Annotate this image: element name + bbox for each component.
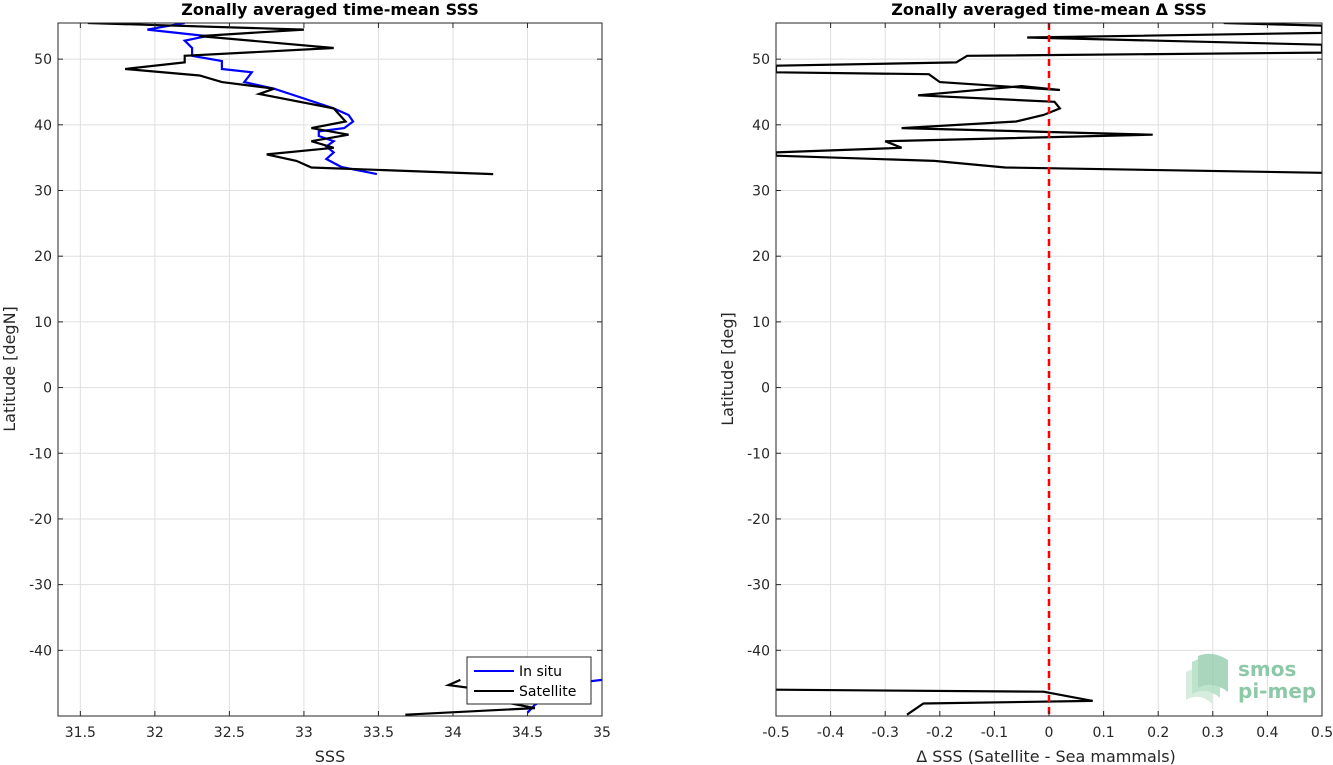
y-tick-label: 0 (43, 381, 52, 397)
y-tick-label: 20 (752, 249, 770, 265)
logo-wave-icon (1186, 653, 1228, 704)
x-tick-label: 0 (1045, 725, 1054, 741)
x-tick-label: 34 (444, 725, 462, 741)
x-tick-label: -0.2 (926, 725, 953, 741)
y-tick-label: -10 (29, 446, 52, 462)
x-tick-label: 31.5 (65, 725, 96, 741)
x-tick-label: 0.1 (1092, 725, 1114, 741)
y-tick-label: 0 (761, 381, 770, 397)
x-tick-label: 33 (295, 725, 313, 741)
x-tick-label: 32 (146, 725, 164, 741)
y-tick-label: 50 (752, 52, 770, 68)
y-tick-label: 10 (752, 315, 770, 331)
y-tick-label: 40 (34, 118, 52, 134)
left-y-axis-label: Latitude [degN] (0, 306, 19, 432)
y-tick-label: -30 (29, 578, 52, 594)
y-tick-label: 30 (34, 184, 52, 200)
right-chart-title: Zonally averaged time-mean Δ SSS (891, 0, 1207, 19)
x-tick-label: 35 (593, 725, 611, 741)
series-line-delta (776, 23, 1322, 174)
y-tick-label: 10 (34, 315, 52, 331)
right-axes: -0.5 -0.4 -0.3 -0.2 -0.1 0 0.1 0.2 0.3 0.4 0.5 -40… (718, 0, 1333, 765)
x-tick-label: 0.3 (1202, 725, 1224, 741)
y-tick-label: -10 (747, 446, 770, 462)
y-tick-label: 50 (34, 52, 52, 68)
right-xticks: -0.5 -0.4 -0.3 -0.2 -0.1 0 0.1 0.2 0.3 0.4 0.5 (762, 23, 1333, 741)
x-tick-label: 32.5 (214, 725, 245, 741)
legend-label-satellite: Satellite (519, 684, 576, 700)
x-tick-label: 0.2 (1147, 725, 1169, 741)
y-tick-label: 40 (752, 118, 770, 134)
right-y-axis-label: Latitude [deg] (718, 312, 737, 426)
x-tick-label: 33.5 (363, 725, 394, 741)
left-x-axis-label: SSS (315, 747, 345, 765)
y-tick-label: -20 (747, 512, 770, 528)
y-tick-label: -40 (29, 643, 52, 659)
left-grid (58, 23, 603, 716)
x-tick-label: -0.1 (981, 725, 1008, 741)
legend-box (466, 656, 592, 705)
x-tick-label: -0.4 (817, 725, 844, 741)
right-yticks: -40 -30 -20 -10 0 10 20 30 40 50 (747, 52, 1322, 659)
y-tick-label: 20 (34, 249, 52, 265)
right-series (776, 23, 1322, 716)
logo-line-2: pi-mep (1238, 679, 1316, 703)
left-axes: 31.5 32 32.5 33 33.5 34 34.5 35 -40 -30 -20 -10 0 10… (0, 0, 611, 765)
x-tick-label: 0.4 (1256, 725, 1278, 741)
left-xticks: 31.5 32 32.5 33 33.5 34 34.5 35 (65, 23, 611, 741)
series-line-satellite (87, 23, 494, 176)
smos-pi-mep-logo: smos pi-mep (1186, 653, 1316, 704)
left-plot-area (58, 23, 602, 716)
logo-line-1: smos (1238, 657, 1296, 681)
left-yticks: -40 -30 -20 -10 0 10 20 30 40 50 (29, 52, 602, 659)
x-tick-label: -0.3 (872, 725, 899, 741)
y-tick-label: -30 (747, 578, 770, 594)
legend-label-in-situ: In situ (519, 664, 562, 680)
right-x-axis-label: Δ SSS (Satellite - Sea mammals) (916, 747, 1176, 765)
y-tick-label: -20 (29, 512, 52, 528)
x-tick-label: 0.5 (1311, 725, 1333, 741)
left-chart-title: Zonally averaged time-mean SSS (181, 0, 479, 19)
left-plot-border (57, 22, 603, 717)
x-tick-label: -0.5 (762, 725, 789, 741)
series-line-delta (776, 688, 1093, 716)
y-tick-label: -40 (747, 643, 770, 659)
y-tick-label: 30 (752, 184, 770, 200)
x-tick-label: 34.5 (512, 725, 543, 741)
legend: In situ Satellite (466, 656, 592, 705)
